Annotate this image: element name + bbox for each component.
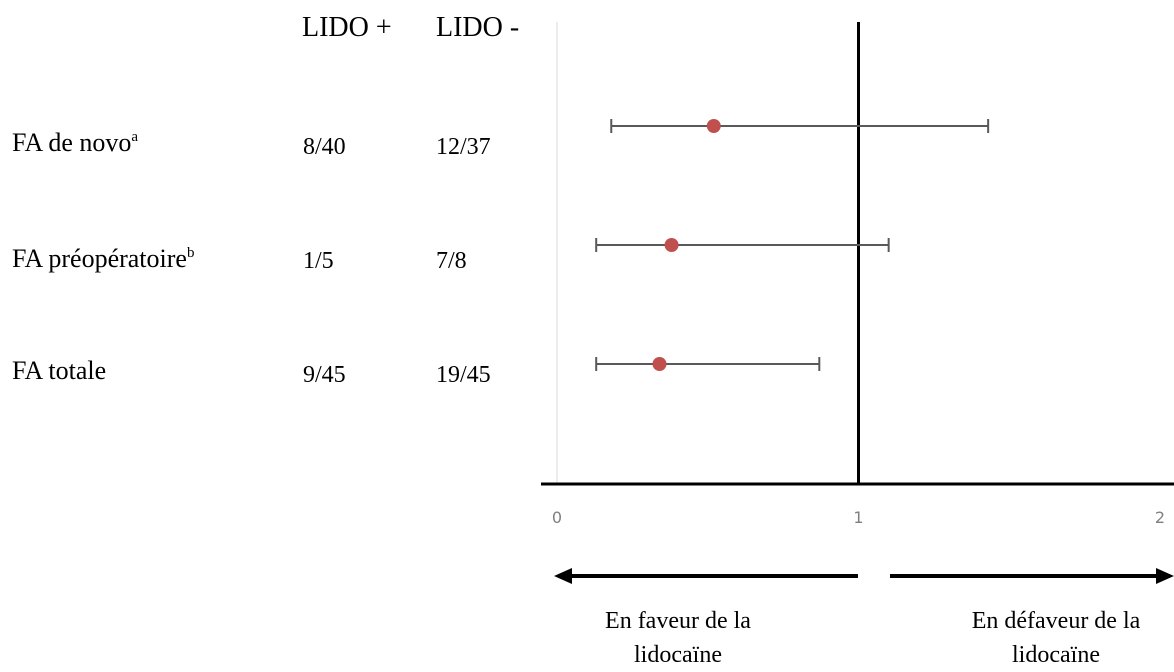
lido-minus-count: 7/8 (436, 248, 467, 274)
row-label-fa-totale: FA totale (12, 356, 107, 385)
column-header-lido-plus: LIDO + (302, 12, 392, 43)
row-label-fa-preoperatoire: FA préopératoireb (12, 244, 195, 273)
point-estimate (706, 119, 721, 133)
point-estimate (664, 238, 679, 252)
x-tick-label: 2 (1155, 508, 1165, 527)
row-label-fa-de-novo: FA de novoa (12, 128, 139, 157)
lido-plus-count: 1/5 (303, 248, 334, 274)
lido-minus-count: 12/37 (436, 134, 491, 160)
x-tick-label: 0 (552, 508, 562, 527)
arrow-left-head (554, 568, 572, 584)
arrow-right-label: En défaveur de la lidocaïne (971, 608, 1141, 668)
lido-plus-count: 9/45 (303, 362, 346, 388)
point-estimate (652, 357, 667, 371)
lido-minus-count: 19/45 (436, 362, 491, 388)
x-tick-label: 1 (853, 508, 863, 527)
column-header-lido-minus: LIDO - (436, 12, 520, 43)
arrow-right-head (1156, 568, 1174, 584)
lido-plus-count: 8/40 (303, 134, 346, 160)
arrow-left-label: En faveur de la lidocaïne (605, 608, 751, 668)
